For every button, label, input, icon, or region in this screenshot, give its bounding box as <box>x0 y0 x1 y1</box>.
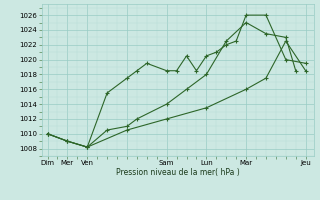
X-axis label: Pression niveau de la mer( hPa ): Pression niveau de la mer( hPa ) <box>116 168 239 177</box>
